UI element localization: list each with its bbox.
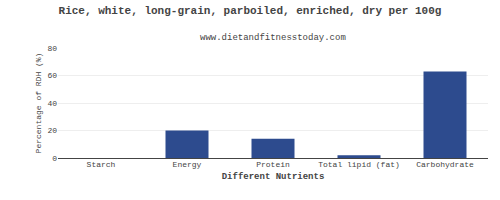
svg-text:60: 60 bbox=[47, 71, 57, 80]
svg-text:Starch: Starch bbox=[87, 160, 116, 169]
svg-text:Percentage of RDH (%): Percentage of RDH (%) bbox=[34, 53, 43, 154]
svg-text:Energy: Energy bbox=[173, 160, 202, 169]
svg-text:40: 40 bbox=[47, 99, 57, 108]
svg-text:80: 80 bbox=[47, 44, 57, 53]
svg-text:www.dietandfitnesstoday.com: www.dietandfitnesstoday.com bbox=[200, 33, 346, 43]
svg-text:Total lipid (fat): Total lipid (fat) bbox=[318, 160, 400, 169]
svg-text:Protein: Protein bbox=[256, 160, 290, 169]
svg-text:Rice, white, long-grain, parbo: Rice, white, long-grain, parboiled, enri… bbox=[59, 5, 442, 17]
svg-text:0: 0 bbox=[52, 154, 57, 163]
svg-text:Carbohydrate: Carbohydrate bbox=[416, 160, 474, 169]
svg-text:20: 20 bbox=[47, 126, 57, 135]
svg-text:Different Nutrients: Different Nutrients bbox=[222, 172, 325, 182]
